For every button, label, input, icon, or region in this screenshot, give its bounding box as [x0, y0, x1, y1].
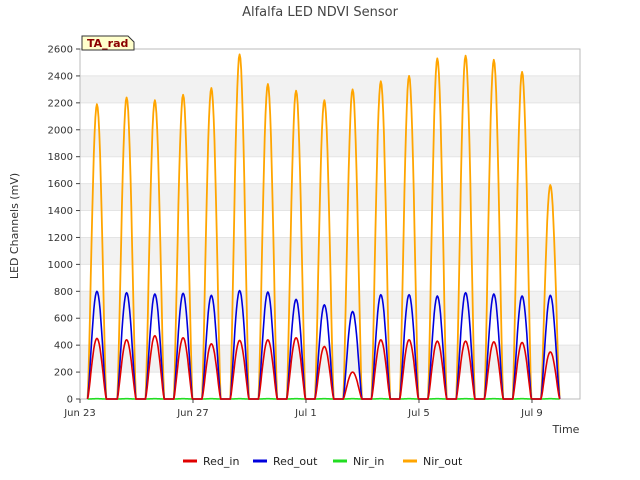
- x-tick-label: Jun 27: [176, 408, 209, 419]
- legend-label: Nir_in: [353, 455, 384, 468]
- series-layer: [86, 53, 561, 400]
- y-tick-label: 2600: [48, 45, 73, 56]
- legend-label: Nir_out: [423, 455, 463, 468]
- y-tick-label: 400: [54, 341, 73, 352]
- x-axis-label: Time: [552, 423, 580, 436]
- x-tick-label: Jun 23: [63, 408, 96, 419]
- grid-band: [80, 75, 580, 103]
- y-tick-label: 2400: [48, 71, 73, 82]
- grid-band: [80, 129, 580, 157]
- x-axis-ticks: Jun 23 Jun 27 Jul 1 Jul 5 Jul 9: [63, 399, 543, 419]
- badge-text: TA_rad: [87, 37, 128, 50]
- grid-band: [80, 183, 580, 211]
- ta-rad-badge: TA_rad: [81, 35, 135, 51]
- y-tick-label: 2000: [48, 125, 73, 136]
- legend-label: Red_out: [273, 455, 318, 468]
- y-axis-ticks: 0 200 400 600 800 1000 1200 1400 1600 1800 2000 220…: [48, 45, 80, 406]
- y-tick-label: 1000: [48, 260, 73, 271]
- series-line-nir-out: [86, 53, 561, 400]
- y-tick-label: 1800: [48, 152, 73, 163]
- x-tick-label: Jul 9: [520, 408, 543, 419]
- y-tick-label: 800: [54, 287, 73, 298]
- x-tick-label: Jul 5: [407, 408, 430, 419]
- y-tick-label: 1200: [48, 233, 73, 244]
- y-tick-label: 1600: [48, 179, 73, 190]
- y-axis-label: LED Channels (mV): [8, 173, 21, 279]
- badge-box: [81, 35, 135, 51]
- y-tick-label: 1400: [48, 206, 73, 217]
- series-line-red-out: [86, 289, 561, 400]
- legend-label: Red_in: [203, 455, 239, 468]
- y-tick-label: 0: [67, 395, 73, 406]
- y-tick-label: 200: [54, 368, 73, 379]
- legend: Red_in Red_out Nir_in Nir_out: [183, 455, 463, 468]
- x-tick-label: Jul 1: [294, 408, 317, 419]
- series-line-red-in: [86, 334, 561, 400]
- y-tick-label: 2200: [48, 98, 73, 109]
- chart-title: Alfalfa LED NDVI Sensor: [242, 5, 399, 20]
- y-tick-label: 600: [54, 314, 73, 325]
